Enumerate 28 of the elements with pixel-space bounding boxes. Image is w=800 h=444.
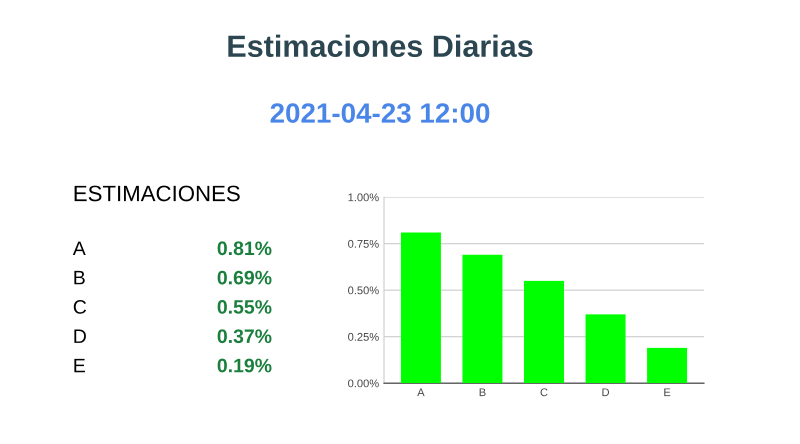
text: 0.81% bbox=[218, 241, 272, 256]
y-tick-label: 1.00% bbox=[348, 193, 379, 202]
text: B bbox=[74, 270, 85, 284]
text: C bbox=[74, 300, 86, 314]
text: ESTIMACIONES bbox=[74, 186, 240, 202]
y-tick-label: 0.50% bbox=[348, 286, 379, 294]
y-tick-label: 0.25% bbox=[348, 332, 379, 341]
text: D bbox=[74, 330, 86, 343]
y-tick-label: 0.00% bbox=[348, 379, 379, 388]
x-tick-label: C bbox=[540, 388, 548, 396]
text: 0.37% bbox=[218, 329, 272, 344]
y-tick-label: 0.75% bbox=[348, 240, 379, 248]
text: 2021-04-23 12:00 bbox=[270, 103, 490, 123]
bar bbox=[400, 232, 441, 384]
bar bbox=[462, 254, 502, 384]
text: 0.19% bbox=[218, 358, 272, 372]
x-tick-label: E bbox=[664, 388, 670, 396]
text: E bbox=[74, 358, 85, 372]
x-tick-label: D bbox=[602, 388, 610, 396]
text: 0.55% bbox=[218, 300, 272, 314]
text: Estimaciones Diarias bbox=[228, 34, 532, 58]
bar bbox=[647, 348, 688, 384]
x-tick-label: A bbox=[417, 388, 425, 396]
text: A bbox=[72, 242, 86, 255]
bar bbox=[586, 314, 626, 384]
bar bbox=[524, 280, 564, 384]
x-tick-label: B bbox=[480, 388, 486, 396]
text: 0.69% bbox=[218, 270, 272, 284]
